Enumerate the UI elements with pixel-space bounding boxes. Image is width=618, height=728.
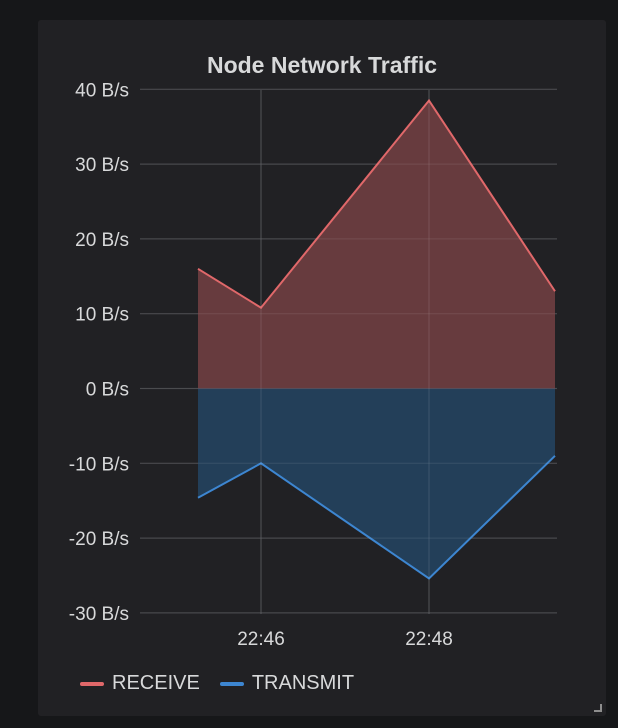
legend-label-transmit: TRANSMIT	[251, 672, 355, 694]
resize-handle[interactable]	[594, 704, 602, 712]
y-tick-label: -30 B/s	[69, 604, 129, 625]
series-area-transmit	[198, 388, 555, 579]
panel-title[interactable]: Node Network Traffic	[206, 52, 438, 78]
y-tick-label: 20 B/s	[75, 230, 129, 251]
legend-item-transmit[interactable]: TRANSMIT	[219, 672, 355, 695]
series-line-transmit	[197, 455, 556, 580]
legend-swatch-receive	[80, 681, 104, 686]
y-tick-label: -20 B/s	[69, 529, 129, 550]
series-area-receive	[198, 100, 555, 389]
legend-swatch-transmit	[219, 681, 244, 686]
x-tick-label: 22:46	[237, 629, 285, 650]
series-line-receive	[197, 98, 556, 310]
y-tick-label: 30 B/s	[75, 155, 129, 176]
y-tick-label: 10 B/s	[75, 305, 129, 326]
y-tick-label: 0 B/s	[86, 380, 129, 401]
x-tick-label: 22:48	[405, 629, 453, 650]
legend-item-receive[interactable]: RECEIVE	[80, 672, 200, 695]
legend-label-receive: RECEIVE	[112, 672, 200, 694]
legend: RECEIVE TRANSMIT	[80, 672, 374, 695]
y-tick-label: -10 B/s	[69, 454, 129, 475]
y-tick-label: 40 B/s	[75, 80, 129, 101]
